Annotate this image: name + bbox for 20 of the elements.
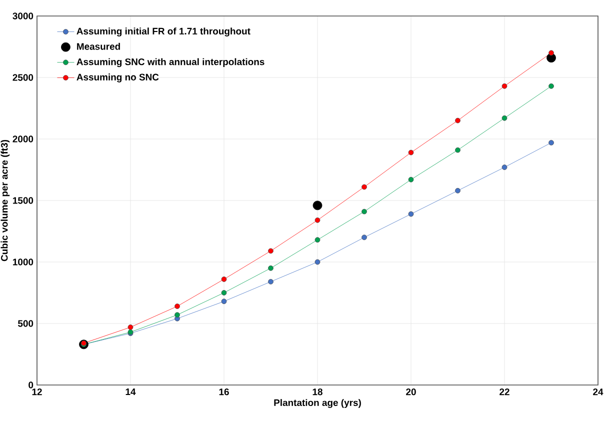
x-tick-label: 12: [32, 388, 42, 396]
x-tick-label: 22: [500, 388, 510, 396]
x-tick-label: 24: [593, 388, 604, 396]
y-tick-label: 0: [28, 382, 34, 388]
y-tick-label: 2000: [12, 136, 34, 142]
x-tick-label: 14: [126, 388, 136, 396]
x-tick-label: 20: [406, 388, 416, 396]
y-axis-title: Cubic volume per acre (ft3): [0, 140, 10, 262]
y-tick-label: 3000: [12, 12, 34, 20]
legend-label: Assuming no SNC: [76, 74, 159, 82]
y-tick-label: 1500: [13, 197, 34, 204]
y-tick-label: 2500: [12, 74, 34, 81]
legend-label: Measured: [77, 42, 120, 50]
y-tick-label: 1000: [13, 258, 34, 266]
x-axis-title: Plantation age (yrs): [274, 399, 361, 408]
y-tick-label: 500: [18, 320, 34, 327]
legend-label: Assuming SNC with annual interpolations: [76, 58, 264, 68]
x-tick-label: 16: [219, 388, 229, 396]
legend-label: Assuming initial FR of 1.71 throughout: [76, 28, 250, 36]
x-tick-label: 18: [312, 388, 322, 396]
